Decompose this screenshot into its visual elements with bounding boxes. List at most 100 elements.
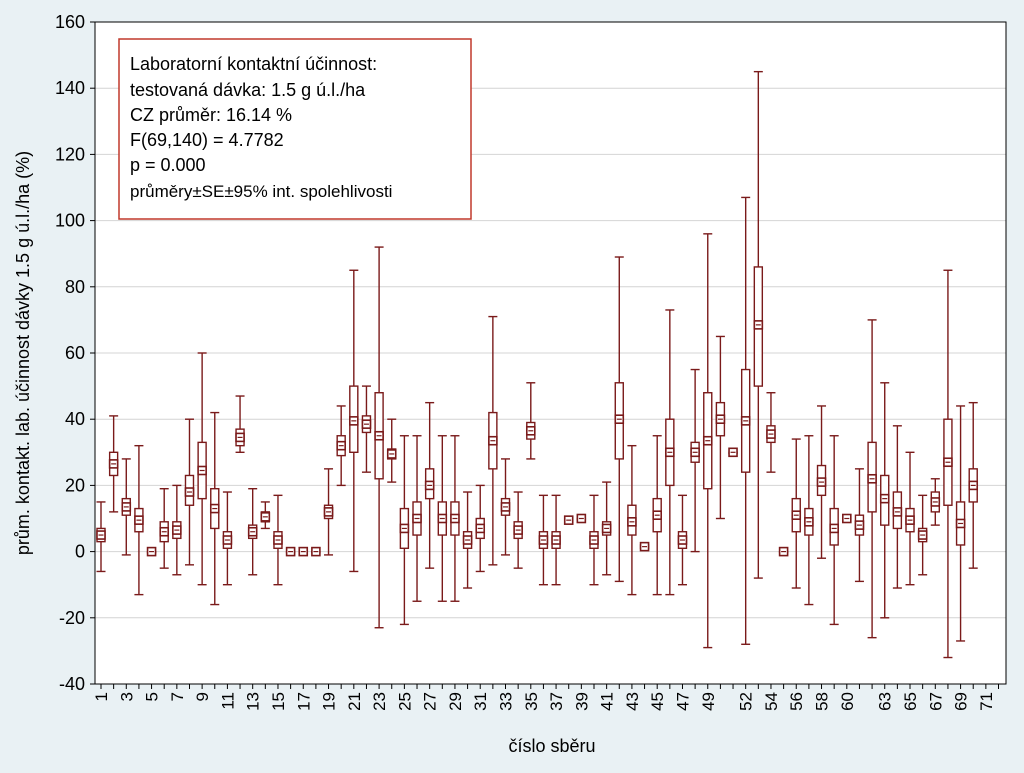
- x-tick-label: 27: [421, 692, 440, 711]
- box-10: [209, 411, 220, 606]
- y-tick-label: -20: [59, 608, 85, 628]
- y-tick-label: 40: [65, 409, 85, 429]
- box-38: [563, 515, 574, 525]
- x-tick-label: 9: [193, 692, 212, 701]
- annotation-frame: [118, 38, 472, 220]
- box-34: [513, 491, 523, 569]
- x-tick-label: 29: [446, 692, 465, 711]
- box-61: [854, 468, 865, 583]
- box-35: [525, 382, 536, 460]
- box-20: [336, 405, 346, 487]
- x-tick-label: 65: [901, 692, 920, 711]
- box-37: [551, 494, 561, 586]
- box-51: [728, 447, 738, 458]
- box-2: [108, 415, 119, 513]
- box-66: [917, 494, 928, 576]
- x-tick-label: 67: [926, 692, 945, 711]
- x-tick-label: 21: [345, 692, 364, 711]
- box-39: [576, 513, 587, 524]
- box-5: [146, 546, 157, 557]
- annotation-line-6: průměry±SE±95% int. spolehlivosti: [130, 182, 392, 201]
- box-70: [968, 401, 979, 569]
- box-4: [134, 444, 144, 596]
- box-36: [538, 494, 549, 586]
- annotation-line-4: F(69,140) = 4.7782: [130, 130, 284, 150]
- box-8: [184, 418, 195, 566]
- x-tick-label: 1: [92, 692, 111, 701]
- x-tick-label: 17: [294, 692, 313, 711]
- box-23: [374, 246, 384, 629]
- x-tick-label: 69: [952, 692, 971, 711]
- box-55: [778, 546, 789, 557]
- box-52: [740, 196, 751, 645]
- y-tick-label: 160: [55, 12, 85, 32]
- box-15: [273, 494, 283, 586]
- box-30: [462, 491, 473, 589]
- y-tick-label: 0: [75, 542, 85, 562]
- box-50: [715, 335, 726, 520]
- box-22: [361, 385, 372, 473]
- x-tick-label: 19: [320, 692, 339, 711]
- box-40: [589, 494, 599, 586]
- annotation-line-3: CZ průměr: 16.14 %: [130, 105, 292, 125]
- annotation-line-5: p = 0.000: [130, 155, 206, 175]
- box-27: [424, 401, 435, 569]
- x-tick-label: 47: [673, 692, 692, 711]
- x-tick-label: 39: [572, 692, 591, 711]
- annotation-line-2: testovaná dávka: 1.5 g ú.l./ha: [130, 80, 366, 100]
- box-13: [247, 488, 258, 576]
- box-42: [614, 256, 625, 583]
- x-tick-label: 71: [977, 692, 996, 711]
- x-tick-label: 52: [737, 692, 756, 711]
- box-7: [172, 484, 182, 576]
- box-17: [298, 546, 309, 557]
- x-tick-label: 3: [117, 692, 136, 701]
- box-65: [905, 451, 915, 586]
- box-24: [386, 418, 397, 483]
- box-57: [804, 435, 814, 606]
- box-60: [842, 513, 852, 524]
- y-tick-label: 20: [65, 475, 85, 495]
- box-14: [260, 501, 271, 530]
- box-29: [450, 435, 460, 602]
- box-63: [879, 382, 890, 619]
- box-49: [702, 233, 713, 649]
- box-41: [601, 481, 612, 576]
- box-18: [311, 546, 321, 557]
- x-tick-label: 13: [244, 692, 263, 711]
- box-28: [437, 435, 448, 602]
- x-tick-label: 54: [762, 692, 781, 711]
- box-26: [412, 435, 422, 602]
- y-tick-label: 60: [65, 343, 85, 363]
- box-54: [766, 392, 776, 473]
- box-9: [197, 352, 207, 586]
- x-tick-label: 41: [598, 692, 617, 711]
- box-56: [791, 438, 802, 589]
- box-19: [323, 468, 334, 556]
- series-marks: [96, 70, 979, 659]
- box-11: [222, 491, 233, 586]
- annotation-box: Laboratorní kontaktní účinnost: testovan…: [118, 38, 472, 220]
- x-tick-label: 23: [370, 692, 389, 711]
- x-tick-label: 35: [522, 692, 541, 711]
- y-tick-label: 120: [55, 144, 85, 164]
- box-25: [399, 435, 410, 626]
- box-67: [930, 478, 941, 526]
- x-tick-label: 49: [699, 692, 718, 711]
- box-1: [96, 501, 106, 573]
- box-12: [235, 395, 245, 453]
- box-44: [639, 541, 650, 552]
- x-tick-label: 60: [838, 692, 857, 711]
- box-62: [867, 319, 877, 639]
- x-axis-title: číslo sběru: [508, 736, 595, 756]
- x-axis: 1 3 5 7 9 11 13 15 17 19 21 23 25 27 29 31 33 35 37 39 41 43 4…: [92, 684, 999, 711]
- box-6: [159, 488, 170, 569]
- box-53: [753, 70, 764, 579]
- box-43: [627, 444, 637, 596]
- x-tick-label: 58: [813, 692, 832, 711]
- box-46: [665, 309, 675, 596]
- box-64: [892, 425, 903, 589]
- box-47: [677, 494, 688, 586]
